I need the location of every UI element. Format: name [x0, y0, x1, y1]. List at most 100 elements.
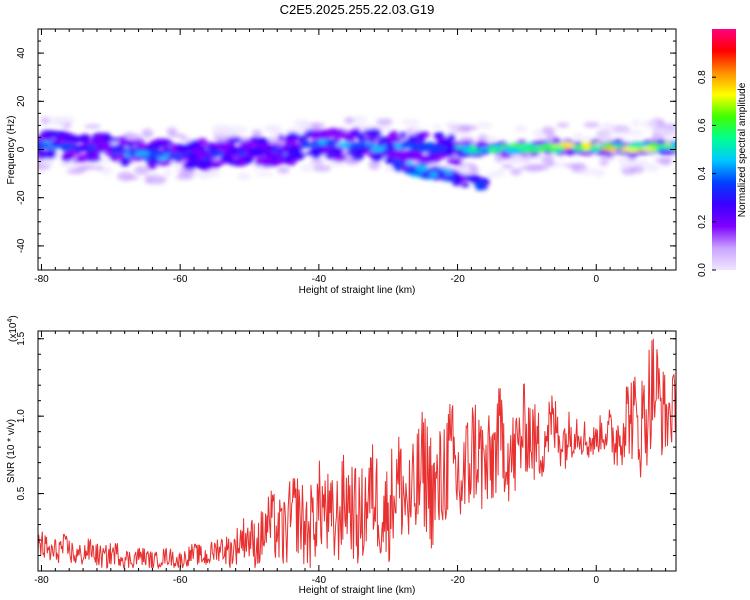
- spectrogram-body-blob: [257, 155, 273, 165]
- spectrogram-core-blob: [619, 149, 626, 153]
- spectrogram-body-blob: [63, 133, 77, 142]
- spectrogram-core-blob: [181, 157, 190, 161]
- spectrogram-body-blob: [366, 128, 382, 138]
- spectrogram-halo-blob: [514, 125, 528, 133]
- snr-x-tick-label: -40: [312, 575, 327, 586]
- spectrogram-y-tick-label: 0: [16, 146, 27, 152]
- spectrogram-core-blob: [170, 153, 184, 160]
- spectrogram-halo-blob: [60, 161, 79, 169]
- spectrogram-halo-blob: [163, 169, 172, 177]
- spectrogram-body-blob: [283, 137, 297, 147]
- spectrogram-branch-blob: [451, 178, 462, 187]
- spectrogram-halo-blob: [310, 159, 324, 165]
- spectrogram-core-blob: [317, 139, 327, 145]
- spectrogram-halo-blob: [344, 117, 355, 125]
- spectrogram-halo-blob: [175, 174, 194, 180]
- spectrogram-core-blob: [58, 142, 73, 148]
- snr-x-ticks: -80 -60 -40 -20 0: [34, 331, 667, 586]
- spectrogram-halo-blob: [631, 119, 641, 127]
- spectrogram-halo-blob: [655, 157, 674, 164]
- spectrogram-halo-blob: [101, 166, 113, 176]
- spectrogram-core-blob: [582, 146, 590, 151]
- colorbar-tick-label: 0.2: [697, 214, 708, 228]
- spectrogram-body-blob: [213, 159, 227, 165]
- snr-y-tick-label: 0.5: [16, 486, 27, 500]
- spectrogram-body-blob: [47, 130, 64, 140]
- spectrogram-branch-blob: [406, 160, 413, 166]
- spectrogram-core-blob: [454, 145, 463, 149]
- spectrogram-body-blob: [311, 130, 327, 141]
- spectrogram-core-blob: [423, 142, 436, 148]
- spectrogram-halo-blob: [547, 161, 556, 167]
- spectrogram-core-blob: [230, 148, 242, 154]
- spectrogram-body-blob: [201, 160, 212, 168]
- spectrogram-core-blob: [366, 145, 373, 150]
- spectrogram-core-blob: [433, 146, 446, 151]
- spectrogram-branch-blob: [441, 177, 456, 182]
- spectrogram-core-blob: [359, 142, 366, 148]
- spectrogram-x-tick-label: -40: [312, 274, 327, 285]
- snr-x-tick-label: 0: [593, 575, 599, 586]
- spectrogram-core-blob: [134, 151, 150, 156]
- spectrogram-body-blob: [227, 160, 243, 166]
- snr-panel: -80 -60 -40 -20 0 0.5 1.0 1.5 Height of straig…: [6, 315, 677, 596]
- spectrogram-core-blob: [227, 153, 239, 157]
- spectrogram-body-blob: [350, 131, 366, 138]
- spectrogram-halo-blob: [644, 163, 660, 172]
- spectrogram-core-blob: [155, 151, 166, 157]
- spectrogram-halo-blob: [293, 119, 311, 128]
- spectrogram-halo-blob: [556, 161, 566, 168]
- spectrogram-halo-blob: [376, 118, 393, 126]
- spectrogram-halo-blob: [445, 121, 461, 128]
- spectrogram-halo-blob: [265, 126, 280, 132]
- spectrogram-y-label: Frequency (Hz): [6, 116, 17, 185]
- spectrogram-x-label: Height of straight line (km): [299, 285, 416, 296]
- colorbar-tick-label: 0.6: [697, 118, 708, 132]
- spectrogram-halo-blob: [477, 122, 493, 129]
- spectrogram-core-blob: [291, 145, 299, 149]
- spectrogram-core-blob: [385, 144, 396, 150]
- spectrogram-halo-blob: [668, 130, 676, 136]
- spectrogram-halo-blob: [147, 175, 167, 185]
- spectrogram-core-blob: [608, 148, 619, 153]
- spectrogram-x-tick-label: -20: [450, 274, 465, 285]
- spectrogram-body-blob: [417, 133, 426, 144]
- snr-y-tick-label: 1.0: [16, 409, 27, 423]
- snr-series-line: [38, 338, 676, 570]
- spectrogram-halo-blob: [578, 168, 598, 176]
- spectrogram-halo-blob: [84, 124, 102, 129]
- spectrogram-x-ticks: -80 -60 -40 -20 0: [34, 29, 667, 285]
- spectrogram-y-tick-label: -40: [16, 238, 27, 253]
- spectrogram-body-blob: [174, 143, 187, 153]
- spectrogram-branch-blob: [473, 182, 486, 187]
- spectrogram-halo-blob: [532, 129, 542, 137]
- spectrogram-core-blob: [481, 150, 490, 155]
- spectrogram-halo-blob: [487, 171, 499, 179]
- spectrogram-core-blob: [517, 147, 531, 153]
- spectrogram-core-blob: [628, 143, 639, 149]
- spectrogram-halo-blob: [469, 166, 480, 175]
- spectrogram-core-blob: [101, 145, 111, 152]
- spectrogram-branch-blob: [455, 172, 463, 180]
- spectrogram-branch-blob: [467, 174, 481, 182]
- spectrogram-x-tick-label: 0: [593, 274, 599, 285]
- spectrogram-core-blob: [467, 145, 478, 151]
- spectrogram-body-blob: [331, 129, 346, 136]
- spectrogram-core-blob: [302, 141, 310, 148]
- spectrogram-halo-blob: [312, 164, 332, 172]
- spectrogram-halo-blob: [632, 159, 649, 167]
- spectrogram-body-blob: [412, 153, 427, 162]
- spectrogram-halo-blob: [508, 156, 525, 165]
- spectrogram-y-tick-label: -20: [16, 190, 27, 205]
- spectrogram-core-blob: [506, 144, 523, 148]
- snr-y-scale-label: (x104): [7, 315, 19, 342]
- spectrogram-halo-blob: [445, 129, 466, 135]
- spectrogram-body-blob: [125, 142, 135, 148]
- spectrogram-halo-blob: [166, 127, 177, 135]
- spectrogram-halo-blob: [556, 122, 570, 128]
- spectrogram-core-blob: [157, 155, 168, 161]
- spectrogram-body-blob: [399, 131, 407, 140]
- spectrogram-halo-blob: [615, 129, 632, 134]
- spectrogram-core-blob: [38, 143, 50, 149]
